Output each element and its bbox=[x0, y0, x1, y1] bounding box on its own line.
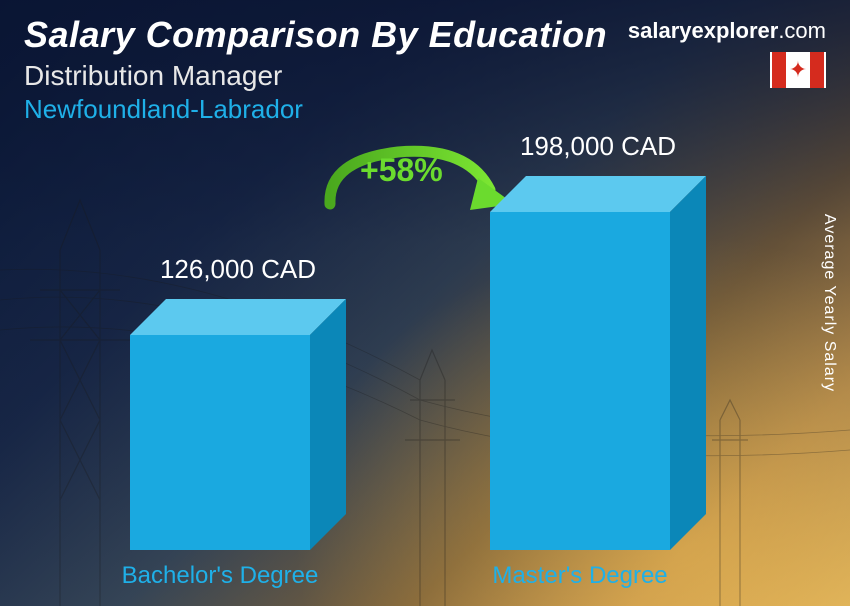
subtitle: Distribution Manager bbox=[24, 60, 826, 92]
bar-bachelors: 126,000 CAD bbox=[130, 254, 346, 550]
bar-side-face bbox=[670, 176, 706, 550]
bar-front-face bbox=[130, 335, 310, 550]
flag-canada: ✦ bbox=[770, 52, 826, 88]
maple-leaf-icon: ✦ bbox=[789, 59, 807, 81]
location-label: Newfoundland-Labrador bbox=[24, 94, 826, 125]
bar-value: 126,000 CAD bbox=[160, 254, 316, 285]
brand-name: salaryexplorer bbox=[628, 18, 778, 43]
brand-suffix: .com bbox=[778, 18, 826, 43]
increase-badge: +58% bbox=[360, 152, 443, 189]
brand-logo: salaryexplorer.com bbox=[628, 18, 826, 44]
bar-masters: 198,000 CAD bbox=[490, 131, 706, 550]
bar-label-masters: Master's Degree bbox=[492, 562, 667, 590]
bar-shape bbox=[490, 176, 706, 550]
bar-chart: +58% 126,000 CAD Bachelor's Degree 198,0… bbox=[0, 140, 850, 606]
bar-side-face bbox=[310, 299, 346, 550]
flag-band-right bbox=[810, 52, 824, 88]
flag-band-left bbox=[772, 52, 786, 88]
bar-label-bachelors: Bachelor's Degree bbox=[122, 562, 319, 590]
bar-value: 198,000 CAD bbox=[520, 131, 676, 162]
bar-front-face bbox=[490, 212, 670, 550]
bar-shape bbox=[130, 299, 346, 550]
